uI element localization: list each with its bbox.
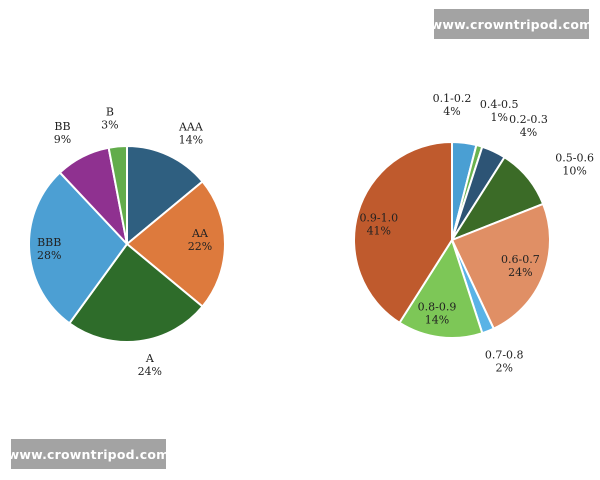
pie-slice-aaa bbox=[126, 145, 204, 245]
slice-value-0-8-0-9: 14% bbox=[425, 313, 449, 326]
slice-label-0-1-0-2: 0.1-0.2 bbox=[433, 92, 472, 105]
slice-value-0-1-0-2: 4% bbox=[443, 105, 460, 118]
slice-label-0-5-0-6: 0.5-0.6 bbox=[555, 151, 594, 164]
slice-label-0-4-0-5: 0.4-0.5 bbox=[480, 98, 519, 111]
slice-value-0-4-0-5: 1% bbox=[490, 111, 507, 124]
pie-slice-aa bbox=[126, 180, 226, 308]
slice-value-0-5-0-6: 10% bbox=[562, 164, 586, 177]
slice-label-b: B bbox=[106, 106, 114, 119]
slice-value-bb: 9% bbox=[54, 133, 71, 146]
slice-value-0-2-0-3: 4% bbox=[520, 126, 537, 139]
slice-label-0-6-0-7: 0.6-0.7 bbox=[501, 253, 540, 266]
slice-value-aa: 22% bbox=[188, 240, 212, 253]
pie-slice-0-8-0-9 bbox=[398, 239, 484, 339]
pie-slice-a bbox=[68, 243, 204, 343]
slice-label-0-2-0-3: 0.2-0.3 bbox=[509, 113, 548, 126]
slice-value-aaa: 14% bbox=[179, 134, 203, 147]
slice-value-b: 3% bbox=[101, 119, 118, 132]
slice-label-aaa: AAA bbox=[178, 121, 204, 134]
pie-slice-0-9-1-0 bbox=[353, 141, 453, 324]
slice-label-a: A bbox=[145, 352, 155, 365]
slice-label-0-8-0-9: 0.8-0.9 bbox=[418, 300, 457, 313]
slice-label-0-7-0-8: 0.7-0.8 bbox=[485, 349, 524, 362]
pie-chart-score-range: 0.1-0.24%0.4-0.51% 0.2-0.34%0.5-0.610%0.6… bbox=[353, 92, 594, 375]
watermark-bottom: www.crowntripod.com bbox=[8, 439, 169, 469]
slice-value-bbb: 28% bbox=[37, 249, 61, 262]
slice-value-0-6-0-7: 24% bbox=[508, 266, 532, 279]
pie-slice-b bbox=[107, 145, 128, 245]
slice-value-a: 24% bbox=[138, 365, 162, 378]
watermark-top: www.crowntripod.com bbox=[431, 9, 592, 39]
slice-label-aa: AA bbox=[191, 227, 209, 240]
slice-label-bb: BB bbox=[54, 120, 70, 133]
slice-label-bbb: BBB bbox=[37, 236, 61, 249]
pie-slice-bbb bbox=[28, 171, 128, 325]
slice-value-0-7-0-8: 2% bbox=[495, 362, 512, 375]
pie-slice-0-6-0-7 bbox=[451, 202, 551, 330]
slice-label-0-9-1-0: 0.9-1.0 bbox=[359, 212, 398, 225]
slice-value-0-9-1-0: 41% bbox=[367, 225, 391, 238]
